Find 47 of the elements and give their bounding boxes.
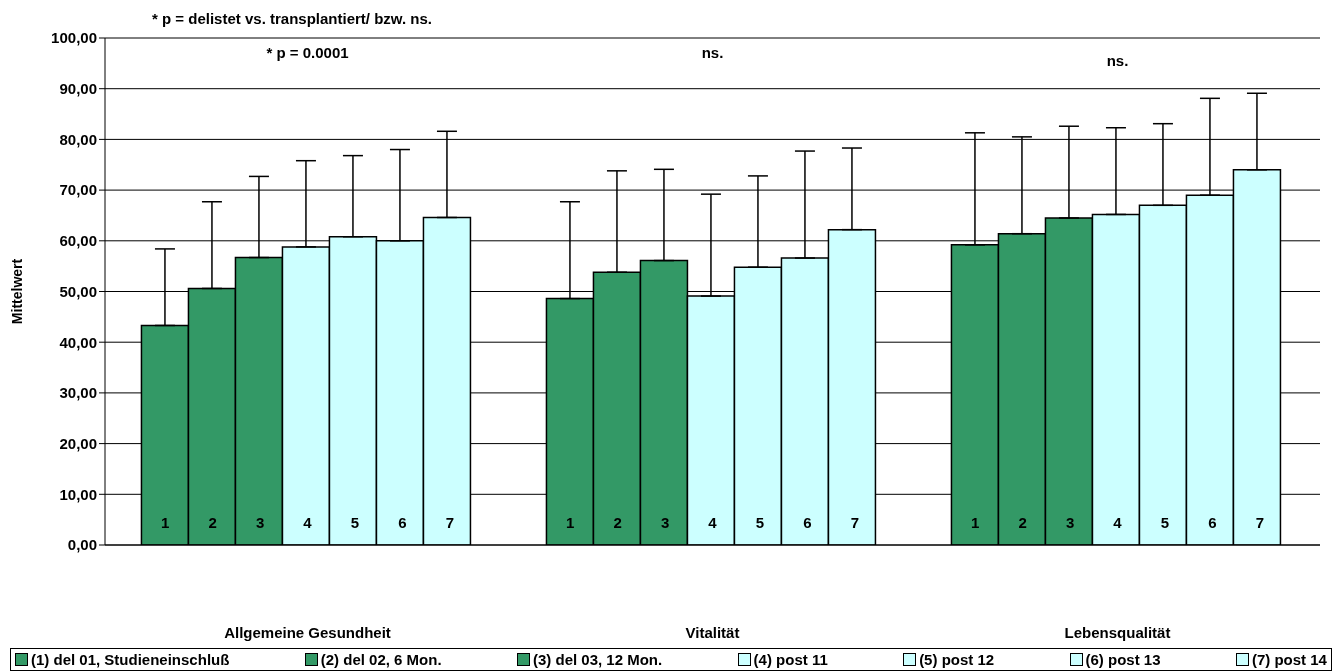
annotation: 5 xyxy=(755,514,765,531)
x-tick-label: Allgemeine Gesundheit xyxy=(224,624,391,641)
annotation: 1 xyxy=(161,514,170,531)
y-tick-label: 30,00 xyxy=(59,384,97,402)
y-tick-label: 60,00 xyxy=(59,232,97,250)
y-tick-label: 50,00 xyxy=(59,282,97,300)
annotation: 3 xyxy=(1065,514,1075,531)
annotation: ns. xyxy=(1106,52,1129,69)
y-tick-label: 70,00 xyxy=(59,181,97,199)
y-tick-label: 100,00 xyxy=(51,29,97,47)
annotation: 1 xyxy=(566,514,575,531)
annotation: 2 xyxy=(613,514,622,531)
x-tick-label: Vitalität xyxy=(685,624,740,641)
annotation: 6 xyxy=(1208,514,1217,531)
legend-label: (7) post 14 xyxy=(1250,651,1327,668)
annotation: 4 xyxy=(303,514,313,531)
y-tick-label: 20,00 xyxy=(59,434,97,452)
annotation: 1 xyxy=(971,514,980,531)
annotation: 7 xyxy=(1255,514,1264,531)
y-axis-title: Mittelwert xyxy=(8,258,25,325)
y-tick-label: 40,00 xyxy=(59,333,97,351)
y-tick-label: 80,00 xyxy=(59,130,97,148)
annotation: 3 xyxy=(660,514,670,531)
annotation: 5 xyxy=(1160,514,1170,531)
legend-label: (4) post 11 xyxy=(752,651,828,668)
annotation: 7 xyxy=(445,514,454,531)
legend-label: (1) del 01, Studieneinschluß xyxy=(30,651,230,668)
annotation: * p = 0.0001 xyxy=(266,44,349,61)
legend-label: (5) post 12 xyxy=(918,651,995,668)
y-tick-label: 0,00 xyxy=(67,536,97,554)
annotation: 4 xyxy=(708,514,718,531)
annotation: 7 xyxy=(850,514,859,531)
y-tick-label: 90,00 xyxy=(59,80,97,98)
annotation: 3 xyxy=(255,514,265,531)
y-tick-label: 10,00 xyxy=(59,485,97,503)
annotation: 2 xyxy=(1018,514,1027,531)
annotation: ns. xyxy=(701,44,724,61)
legend-label: (6) post 13 xyxy=(1084,651,1161,668)
annotation: 4 xyxy=(1113,514,1123,531)
annotation: 5 xyxy=(350,514,360,531)
legend-label: (3) del 03, 12 Mon. xyxy=(532,651,663,668)
x-tick-label: Lebensqualität xyxy=(1064,624,1171,641)
annotation: 6 xyxy=(803,514,812,531)
legend-label: (2) del 02, 6 Mon. xyxy=(319,651,442,668)
annotation: 2 xyxy=(208,514,217,531)
chart-title: * p = delistet vs. transplantiert/ bzw. ns. xyxy=(152,10,432,27)
annotation: 6 xyxy=(398,514,407,531)
